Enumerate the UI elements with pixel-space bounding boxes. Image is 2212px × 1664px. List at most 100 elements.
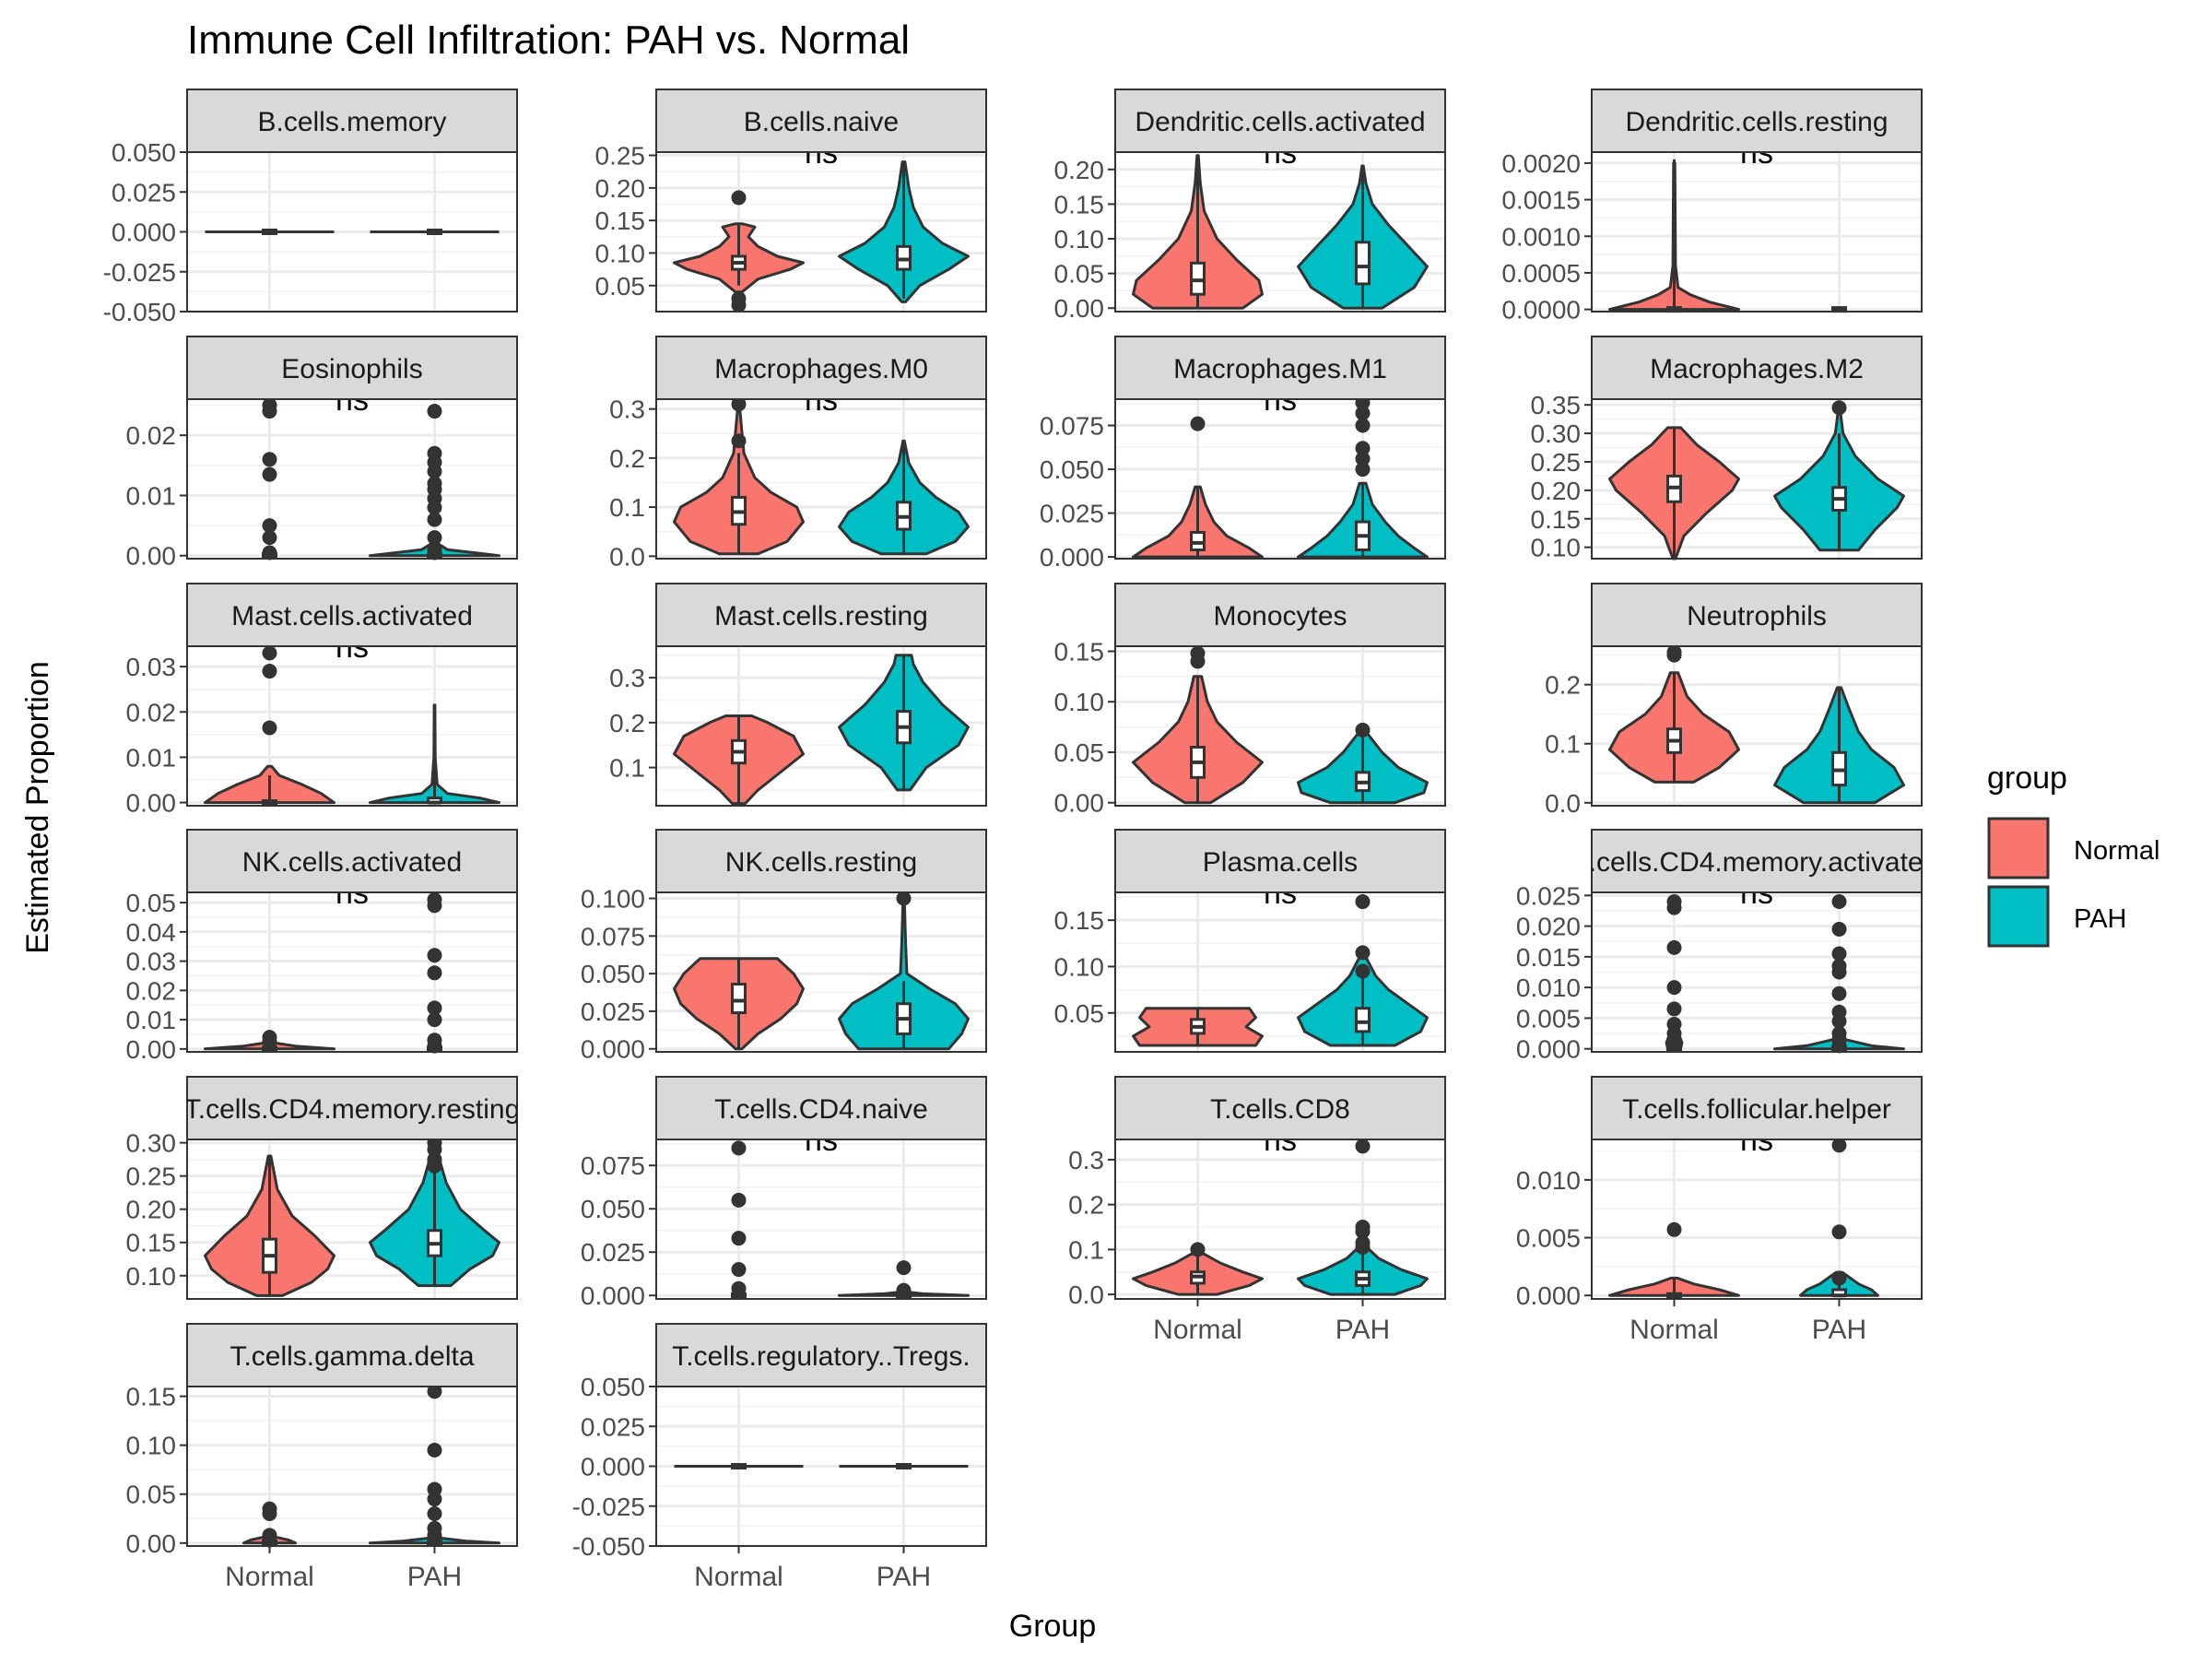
strip-label: T.cells.CD4.memory.activated — [1575, 847, 1939, 878]
outlier-point — [262, 404, 277, 419]
y-tick-label: 0.000 — [581, 1281, 645, 1310]
outlier-point — [262, 1532, 277, 1548]
panel-b-cells-memory: B.cells.memory -0.050 -0.025 0.000 0.025 0.05… — [103, 89, 518, 326]
group-normal — [673, 714, 805, 806]
y-tick-label: 0.01 — [126, 1006, 177, 1034]
outlier-point — [427, 898, 442, 914]
outlier-point — [1831, 1038, 1847, 1054]
y-tick-label: 0.15 — [1531, 505, 1582, 534]
y-tick-label: 0.20 — [1054, 156, 1105, 184]
y-tick-label: 0.0010 — [1501, 222, 1581, 251]
strip-label: T.cells.CD4.memory.resting — [184, 1094, 521, 1125]
x-tick-label: Normal — [1153, 1315, 1242, 1345]
strip-background — [1114, 829, 1446, 893]
panel-dendritic-cells-resting: nsDendritic.cells.resting0.00000.00050.0… — [1501, 89, 1923, 325]
y-tick-label: 0.000 — [1516, 1281, 1581, 1310]
x-tick-label: PAH — [1335, 1315, 1390, 1345]
outlier-point — [1666, 1221, 1682, 1237]
y-tick-label: 0.025 — [112, 178, 176, 207]
strip-background — [1114, 89, 1446, 153]
y-tick-label: 0.2 — [609, 444, 645, 473]
outlier-point — [1190, 654, 1206, 669]
outlier-point — [427, 1158, 442, 1174]
y-tick-label: 0.000 — [112, 218, 176, 247]
strip-background — [186, 829, 518, 893]
y-tick-label: 0.05 — [1054, 260, 1105, 289]
box — [1355, 1007, 1371, 1033]
y-tick-label: 0.25 — [1531, 448, 1582, 477]
y-tick-label: 0.050 — [1040, 455, 1104, 484]
y-tick-label: 0.050 — [112, 138, 176, 167]
strip-background — [1591, 336, 1923, 400]
strip-background — [655, 1076, 987, 1140]
y-tick-label: 0.050 — [581, 1373, 645, 1401]
group-pah — [838, 439, 970, 556]
group-normal — [242, 1501, 297, 1548]
group-pah — [1799, 1138, 1879, 1298]
group-pah — [1297, 1139, 1429, 1296]
box — [1355, 241, 1371, 286]
group-pah — [369, 1135, 500, 1288]
outlier-point — [1831, 921, 1847, 937]
outlier-point — [1831, 1224, 1847, 1240]
strip-label: Mast.cells.resting — [714, 601, 928, 631]
outlier-point — [262, 645, 277, 661]
outlier-point — [427, 1012, 442, 1028]
strip-label: Plasma.cells — [1203, 847, 1358, 878]
group-normal — [1608, 1221, 1740, 1299]
y-tick-label: 0.050 — [581, 960, 645, 988]
group-normal — [1132, 154, 1264, 310]
outlier-point — [427, 464, 442, 479]
y-tick-label: 0.075 — [1040, 412, 1104, 441]
group-normal — [1608, 426, 1740, 561]
strip-label: T.cells.CD4.naive — [714, 1094, 928, 1125]
y-tick-label: -0.050 — [103, 298, 176, 326]
outlier-point — [427, 1492, 442, 1507]
outlier-point — [1831, 1138, 1847, 1153]
y-tick-label: 0.15 — [126, 1229, 177, 1257]
outlier-point — [1831, 964, 1847, 980]
y-tick-label: 0.01 — [126, 743, 177, 772]
outlier-point — [427, 404, 442, 419]
y-tick-label: 0.000 — [1516, 1035, 1581, 1064]
y-tick-label: -0.050 — [572, 1532, 645, 1561]
y-tick-label: 0.2 — [1545, 671, 1581, 700]
y-tick-label: 0.10 — [1054, 225, 1105, 254]
group-pah — [1773, 893, 1905, 1054]
legend-key-pah — [1987, 885, 2050, 948]
y-tick-label: 0.20 — [595, 174, 646, 203]
y-tick-label: 0.0000 — [1501, 296, 1581, 325]
outlier-point — [1190, 416, 1206, 431]
panel-background — [187, 1387, 517, 1546]
outlier-point — [262, 530, 277, 546]
panel-eosinophils: nsEosinophils0.000.010.02 — [126, 336, 518, 571]
outlier-point — [1831, 946, 1847, 962]
group-normal — [204, 645, 335, 807]
x-tick-label: PAH — [1812, 1315, 1866, 1345]
panel-t-cells-gamma-delta: T.cells.gamma.delta 0.00 0.05 0.10 0.15 Norma… — [126, 1323, 518, 1592]
group-pah — [369, 1384, 500, 1547]
y-tick-label: 0.20 — [126, 1196, 177, 1224]
outlier-point — [1355, 441, 1371, 456]
group-normal — [731, 1140, 747, 1299]
outlier-point — [427, 500, 442, 515]
outlier-point — [731, 1231, 747, 1246]
outlier-point — [427, 512, 442, 527]
y-tick-label: 0.15 — [1054, 190, 1105, 218]
panel-t-cells-cd4-memory-resting: T.cells.CD4.memory.resting 0.10 0.15 0.20 0.… — [126, 1076, 521, 1300]
group-normal — [1132, 416, 1264, 559]
outlier-point — [262, 518, 277, 534]
panel-t-cells-cd4-memory-activated: nsT.cells.CD4.memory.activated0.0000.005… — [1516, 829, 1939, 1064]
group-normal — [262, 397, 277, 561]
y-tick-label: 0.020 — [1516, 913, 1581, 941]
y-tick-label: 0.10 — [126, 1432, 177, 1460]
y-tick-label: 0.1 — [609, 754, 645, 783]
strip-label: Macrophages.M0 — [714, 354, 928, 384]
outlier-point — [262, 664, 277, 679]
strip-label: Macrophages.M1 — [1173, 354, 1387, 384]
y-tick-label: 0.05 — [595, 272, 646, 301]
y-tick-label: 0.3 — [609, 395, 645, 424]
